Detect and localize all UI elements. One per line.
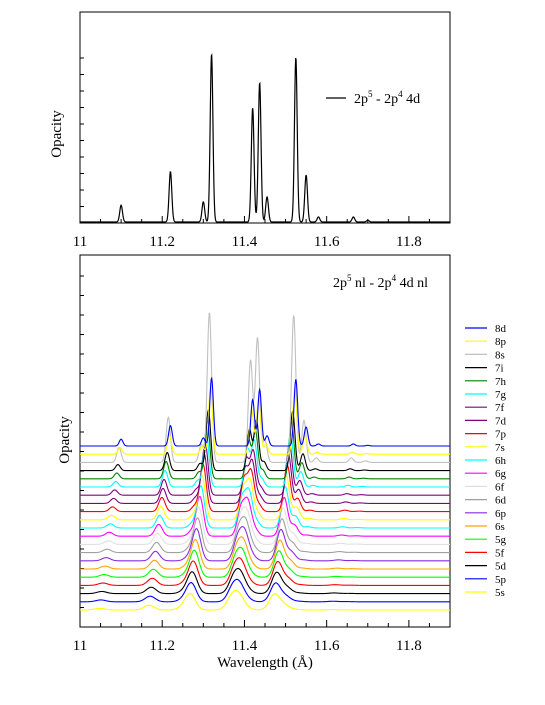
bottom-plot-frame [79,254,451,628]
top-plot-frame [79,11,451,224]
series-line-7h [80,419,450,480]
top-y-axis-label: Opacity [49,110,65,158]
series-line-7f [80,442,450,496]
series-line-5d [80,567,450,595]
bottom-y-ticks [80,275,84,628]
top-x-ticks: 11 11.2 11.4 11.6 11.8 [73,216,451,250]
legend-label-5p: 5p [495,574,507,586]
series-line-7s [80,474,450,521]
legend-label-6g: 6g [495,468,507,480]
series-line-5s [80,589,450,611]
series-line-7p [80,463,450,513]
top-legend: 2p5 - 2p4 4d [326,89,420,107]
bottom-x-ticks: 11 11.2 11.4 11.6 11.8 [73,620,451,654]
series-line-5f [80,557,450,586]
legend-label-8s: 8s [495,349,505,361]
top-legend-label: 2p5 - 2p4 4d [354,89,420,107]
top-x-tick-label: 11.2 [149,234,175,250]
legend-label-7g: 7g [495,389,507,401]
top-x-tick-label: 11.6 [314,234,340,250]
legend-label-7f: 7f [495,402,505,414]
series-line-6d [80,516,450,554]
series-line-7g [80,430,450,488]
bottom-series-lines [80,312,450,611]
bottom-chart-title: 2p5 nl - 2p4 4d nl [333,273,428,291]
legend-label-6d: 6d [495,495,507,507]
series-line-6h [80,484,450,529]
series-line-5g [80,546,450,578]
series-line-6g [80,495,450,537]
bottom-x-tick-label: 11.8 [396,638,422,654]
bottom-x-tick-label: 11 [73,638,87,654]
series-line-6f [80,506,450,545]
series-line-6s [80,536,450,570]
bottom-y-axis-label: Opacity [57,416,73,464]
bottom-x-tick-label: 11.6 [314,638,340,654]
legend-label-6f: 6f [495,481,505,493]
x-axis-label: Wavelength (Å) [217,655,313,671]
legend-label-5g: 5g [495,534,507,546]
legend-label-7p: 7p [495,429,507,441]
legend-label-6p: 6p [495,508,507,520]
series-line-7i [80,408,450,472]
legend-label-8p: 8p [495,336,507,348]
legend-label-7d: 7d [495,415,507,427]
legend-label-7i: 7i [495,363,504,375]
top-x-tick-label: 11 [73,234,87,250]
top-x-tick-label: 11.4 [232,234,258,250]
top-y-ticks [80,57,84,224]
series-line-8d [80,376,450,447]
bottom-x-tick-label: 11.2 [149,638,175,654]
legend-label-7h: 7h [495,376,507,388]
series-line-5p [80,578,450,603]
legend-label-6h: 6h [495,455,507,467]
bottom-panel: Opacity 11 11.2 11.4 11.6 11.8 2p5 nl - 2p4 … [57,254,507,671]
legend-label-8d: 8d [495,323,507,335]
legend-label-5f: 5f [495,547,505,559]
series-line-7d [80,452,450,504]
legend-label-7s: 7s [495,442,505,454]
legend-label-6s: 6s [495,521,505,533]
top-series-line [80,52,450,223]
legend-label-5s: 5s [495,587,505,599]
top-panel: Opacity 11 11.2 11.4 11.6 11.8 2p5 - 2p4 4d [49,11,451,250]
series-line-8p [80,388,450,455]
series-line-6p [80,526,450,562]
top-x-tick-label: 11.8 [396,234,422,250]
legend-label-5d: 5d [495,561,507,573]
bottom-x-tick-label: 11.4 [232,638,258,654]
